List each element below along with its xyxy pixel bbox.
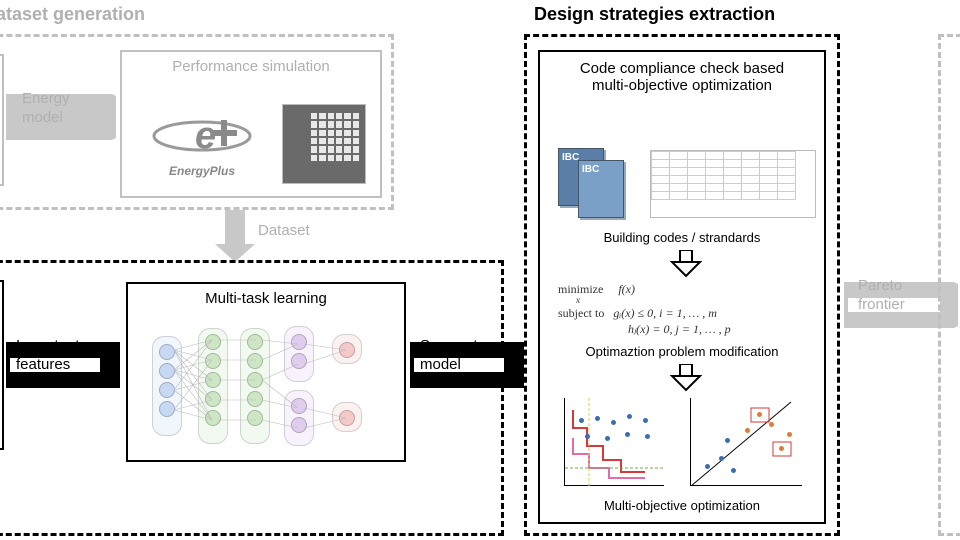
box-performance-simulation: Performance simulation e EnergyPlus [120, 50, 382, 198]
caption-optimization-mod: Optimaztion problem modification [540, 344, 824, 359]
box-leftcut-top [0, 54, 4, 186]
down-arrow-1 [670, 250, 702, 278]
box-code-compliance: Code compliance check based multi-object… [538, 50, 826, 524]
caption-moo: Multi-objective optimization [540, 498, 824, 513]
ibc-book-icon-2: IBC [578, 160, 624, 218]
label-important-features: Important features [16, 337, 79, 375]
section-title-design-strat: Design strategies extraction [534, 4, 775, 25]
label-dataset: Dataset [258, 222, 310, 241]
nn-connections [152, 326, 372, 456]
box-leftcut-bottom [0, 280, 4, 450]
scatter-pareto-right [690, 398, 802, 486]
mini-standards-table [650, 150, 816, 218]
energyplus-logo: e EnergyPlus [142, 100, 262, 184]
section-title-dataset-gen: ataset generation [0, 4, 145, 25]
label-surrogate-model: Surrogate model [420, 337, 486, 375]
title-code-compliance: Code compliance check based multi-object… [540, 52, 824, 100]
caption-building-codes: Building codes / strandards [540, 230, 824, 245]
scatter-pareto-left [564, 398, 664, 486]
container-right-cutoff [938, 34, 960, 536]
arrow-dataset [210, 210, 260, 266]
math-optimization: minimize f(x) x subject to gᵢ(x) ≤ 0, i … [558, 282, 818, 337]
energyplus-text: EnergyPlus [169, 164, 235, 178]
down-arrow-2 [670, 364, 702, 392]
label-energy-model: Energy model [22, 90, 70, 128]
box-multitask-learning: Multi-task learning [126, 282, 406, 462]
daylight-sim-image [282, 104, 366, 184]
label-pareto-frontier: Pareto frontier [858, 277, 905, 315]
title-multitask-learning: Multi-task learning [128, 284, 404, 311]
title-performance-simulation: Performance simulation [122, 52, 380, 79]
